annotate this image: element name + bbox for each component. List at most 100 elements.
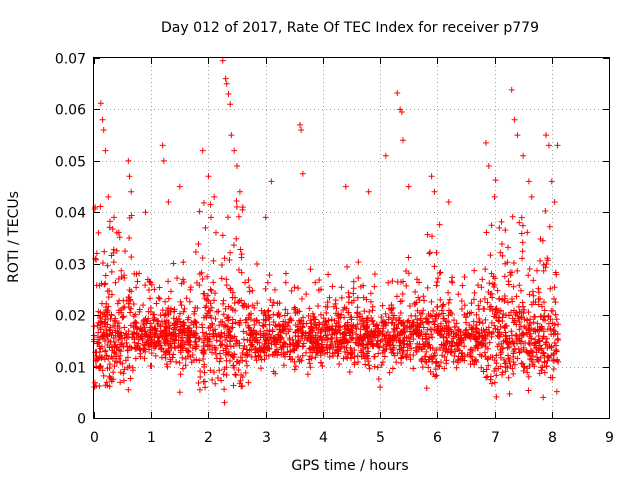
- data-point: [265, 340, 272, 347]
- data-point: [104, 333, 111, 340]
- data-point: [535, 301, 542, 308]
- data-point: [424, 326, 431, 333]
- data-point: [242, 279, 249, 286]
- data-point: [125, 157, 132, 164]
- data-point: [552, 311, 559, 318]
- data-point: [353, 314, 360, 321]
- data-point: [218, 261, 225, 268]
- data-point: [431, 352, 438, 359]
- data-point: [501, 298, 508, 305]
- data-point: [372, 328, 379, 335]
- data-point: [393, 359, 400, 366]
- data-point: [508, 328, 515, 335]
- data-point: [554, 330, 561, 337]
- data-point: [317, 311, 324, 318]
- data-point: [148, 350, 155, 357]
- data-point: [97, 203, 104, 210]
- data-point: [551, 199, 558, 205]
- data-point: [287, 356, 294, 363]
- data-point: [280, 327, 287, 334]
- data-point: [223, 372, 230, 379]
- data-point: [506, 390, 513, 397]
- data-point: [232, 371, 239, 378]
- data-point: [208, 314, 215, 321]
- data-point: [176, 310, 183, 317]
- data-point: [229, 294, 236, 301]
- data-point: [202, 384, 209, 391]
- data-point: [543, 335, 550, 342]
- data-point: [127, 322, 134, 329]
- data-point: [516, 349, 523, 356]
- data-point: [196, 386, 203, 393]
- data-point: [280, 362, 287, 369]
- data-point: [243, 358, 250, 365]
- data-point: [94, 340, 101, 347]
- data-point: [300, 342, 307, 349]
- data-point: [445, 312, 452, 319]
- data-point: [548, 178, 555, 185]
- data-point: [344, 349, 351, 356]
- data-point: [112, 279, 119, 286]
- data-point: [190, 357, 197, 364]
- data-point: [324, 299, 331, 306]
- data-point: [429, 233, 436, 240]
- data-point: [488, 303, 495, 310]
- data-point: [201, 363, 208, 370]
- data-point: [492, 177, 499, 184]
- data-point: [479, 276, 486, 283]
- data-point: [201, 333, 208, 340]
- data-point: [538, 313, 545, 320]
- data-point: [200, 339, 207, 346]
- data-point: [306, 345, 313, 352]
- data-point: [246, 284, 253, 291]
- data-point: [278, 334, 285, 341]
- data-point: [344, 326, 351, 333]
- data-point: [440, 333, 447, 340]
- data-point: [211, 193, 218, 200]
- data-point: [507, 272, 514, 279]
- data-point: [436, 345, 443, 352]
- data-point: [328, 339, 335, 346]
- data-point: [387, 341, 394, 348]
- data-point: [223, 282, 230, 289]
- data-point: [543, 132, 550, 139]
- data-point: [443, 318, 450, 325]
- data-point: [266, 272, 273, 279]
- data-point: [455, 334, 462, 341]
- data-point: [520, 367, 527, 374]
- data-point: [270, 368, 277, 375]
- data-point: [427, 312, 434, 319]
- data-point: [354, 321, 361, 328]
- data-point: [305, 312, 312, 319]
- data-point: [399, 291, 406, 298]
- data-point: [209, 349, 216, 356]
- data-point: [312, 342, 319, 349]
- data-point: [441, 365, 448, 372]
- data-point: [497, 249, 504, 256]
- data-point: [196, 271, 203, 278]
- data-point: [304, 371, 311, 378]
- data-point: [292, 363, 299, 370]
- data-point: [385, 279, 392, 286]
- data-point: [158, 354, 165, 361]
- data-point: [516, 282, 523, 289]
- data-point: [550, 351, 557, 358]
- data-point: [145, 286, 152, 293]
- data-point: [423, 315, 430, 322]
- data-point: [389, 346, 396, 353]
- data-point: [409, 319, 416, 326]
- data-point: [475, 282, 482, 289]
- data-point: [410, 322, 417, 329]
- data-point: [107, 374, 114, 381]
- data-point: [428, 173, 435, 180]
- data-point: [444, 338, 451, 345]
- data-point: [222, 322, 229, 329]
- data-point: [334, 336, 341, 343]
- data-point: [263, 327, 270, 334]
- data-point: [379, 359, 386, 366]
- data-point: [170, 351, 177, 358]
- data-point: [433, 358, 440, 365]
- data-point: [230, 362, 237, 369]
- data-point: [163, 327, 170, 334]
- data-point: [108, 291, 115, 298]
